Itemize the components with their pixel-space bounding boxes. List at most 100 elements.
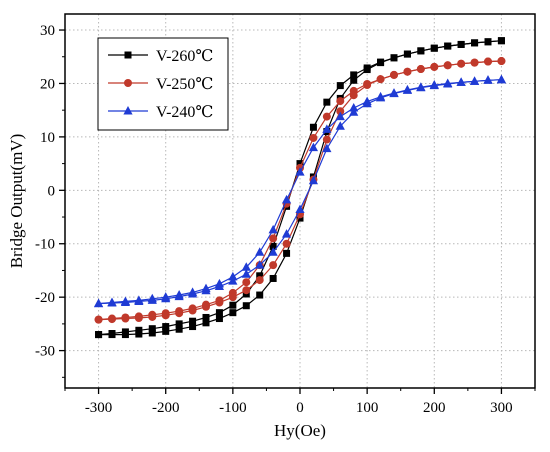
data-point [121,314,130,323]
data-point [322,143,332,153]
data-point [175,325,183,333]
data-point [255,247,265,256]
data-point [214,281,225,290]
legend-label: V-250℃ [156,76,213,93]
data-point [162,327,170,335]
data-point [283,249,291,257]
data-point [175,309,184,318]
data-point [456,77,466,86]
data-point [323,98,331,106]
data-point [148,325,156,333]
x-tick-label: 300 [490,400,513,416]
x-tick-label: 200 [423,400,446,416]
data-point [471,39,479,47]
data-point [484,38,492,46]
data-point [350,71,358,79]
data-point [309,133,318,142]
y-tick-label: 0 [48,183,56,199]
legend-label: V-260℃ [156,48,213,65]
data-point [322,135,331,144]
data-point [308,175,319,185]
y-tick-label: -10 [35,237,55,253]
data-point [309,123,317,131]
data-point [335,111,345,121]
data-point [228,271,238,281]
data-point [390,70,398,79]
data-point [429,80,439,90]
data-point [376,75,385,84]
data-point [228,276,238,285]
data-point [322,124,332,133]
data-point [242,286,251,295]
data-point [430,62,439,71]
x-tick-label: -100 [219,400,247,416]
data-point [202,319,210,327]
data-point [228,293,237,302]
data-point [417,47,425,55]
data-point [174,291,184,301]
data-point [241,269,251,278]
data-point [135,330,143,338]
data-point [256,272,264,280]
data-point [349,103,359,112]
data-point [484,57,492,66]
y-tick-label: -20 [35,290,55,306]
legend-marker [124,51,132,59]
data-point [121,331,129,339]
data-point [296,160,304,168]
data-point [389,88,399,98]
data-point [322,112,331,121]
data-point [161,311,170,320]
data-point [483,75,493,84]
data-point [336,107,345,116]
data-point [403,67,412,76]
data-point [497,37,505,45]
x-tick-label: -300 [85,400,113,416]
series-triangle [93,74,507,308]
data-point [363,81,372,90]
data-point [281,229,292,238]
legend-box [97,37,229,131]
data-point [350,76,358,84]
data-point [242,278,251,287]
data-point [390,54,398,62]
data-point [269,274,277,282]
data-point [147,295,157,304]
data-point [229,309,237,317]
data-point [308,142,319,152]
data-point [469,76,480,85]
data-point [93,298,104,308]
data-point [202,302,210,311]
data-point [148,312,157,321]
data-point [108,315,116,324]
data-point [336,82,344,90]
data-point [281,194,292,204]
data-point [335,121,345,130]
data-point [295,204,305,214]
y-tick-label: 30 [40,23,55,39]
data-point [375,92,386,102]
legend-label: V-240℃ [156,104,213,121]
x-tick-label: 0 [296,400,304,416]
data-point [444,42,452,50]
data-point [336,97,345,106]
data-point [403,50,411,58]
x-tick-label: -200 [152,400,180,416]
data-point [134,314,143,323]
data-point [108,331,116,339]
data-point [268,247,278,256]
data-point [457,40,465,48]
data-point [229,301,237,309]
data-point [416,82,426,92]
data-point [215,298,224,307]
data-point [362,98,372,108]
data-series [93,37,507,339]
data-point [187,288,198,298]
data-point [443,61,452,70]
data-point [215,315,223,323]
data-point [349,91,358,100]
data-point [215,309,223,317]
data-point [189,317,197,325]
data-point [162,323,170,331]
data-point [255,260,265,269]
